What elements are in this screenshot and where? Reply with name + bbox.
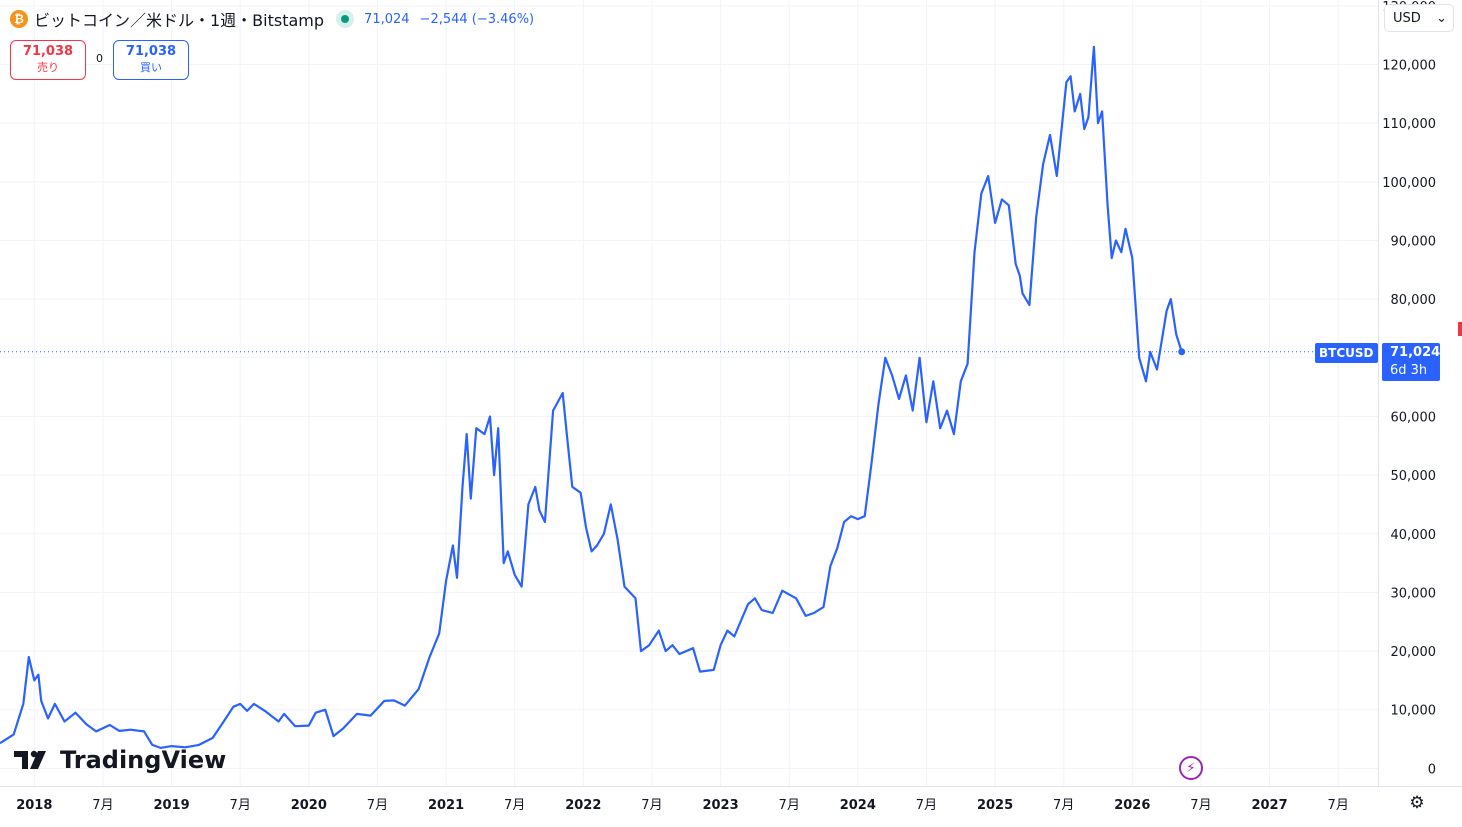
time-axis: 2018 7月 2019 7月 2020 7月 2021 7月 2022 7月 2023 7月 2024… — [16, 798, 1349, 813]
sell-button[interactable]: 71,038 売り — [10, 40, 86, 80]
time-tick-label: 2025 — [977, 798, 1013, 813]
brand-name: TradingView — [60, 746, 227, 774]
time-tick-label: 2024 — [840, 798, 876, 813]
time-tick-label: 2026 — [1114, 798, 1150, 813]
time-tick-label: 7月 — [504, 798, 525, 813]
price-tick-label: 110,000 — [1382, 117, 1436, 132]
price-tick-label: 0 — [1428, 762, 1436, 777]
last-price-badge: 71,024 6d 3h — [1382, 342, 1441, 381]
settings-icon[interactable]: ⚙ — [1409, 793, 1425, 813]
symbol-header: ₿ ビットコイン／米ドル・1週・Bitstamp 71,024 −2,544 (… — [10, 8, 534, 30]
price-tick-label: 20,000 — [1391, 645, 1437, 660]
last-price-value: 71,024 — [364, 11, 410, 27]
buy-button[interactable]: 71,038 買い — [113, 40, 189, 80]
time-tick-label: 2019 — [153, 798, 189, 813]
tradingview-logo[interactable]: TradingView — [14, 746, 226, 774]
spread-value: 0 — [96, 52, 103, 65]
time-tick-label: 7月 — [1053, 798, 1074, 813]
time-tick-label: 7月 — [1190, 798, 1211, 813]
time-tick-label: 2018 — [16, 798, 52, 813]
chart-plot-area[interactable] — [0, 0, 1378, 786]
bar-countdown: 6d 3h — [1390, 362, 1428, 378]
price-change-value: −2,544 (−3.46%) — [419, 11, 535, 27]
tradingview-logo-icon — [14, 750, 46, 769]
price-axis: 130,000120,000110,000100,00090,00080,000… — [1382, 0, 1437, 777]
buy-label: 買い — [140, 61, 162, 74]
time-tick-label: 2027 — [1251, 798, 1287, 813]
price-scale[interactable]: 130,000120,000110,000100,00090,00080,000… — [1378, 0, 1462, 786]
time-tick-label: 7月 — [916, 798, 937, 813]
time-tick-label: 7月 — [92, 798, 113, 813]
time-tick-label: 7月 — [779, 798, 800, 813]
price-tick-label: 120,000 — [1382, 59, 1436, 74]
time-tick-label: 2021 — [428, 798, 464, 813]
price-tick-label: 40,000 — [1391, 528, 1437, 543]
time-scale[interactable]: 2018 7月 2019 7月 2020 7月 2021 7月 2022 7月 2023 7月 2024… — [0, 786, 1462, 822]
price-tick-label: 50,000 — [1391, 469, 1437, 484]
time-tick-label: 7月 — [367, 798, 388, 813]
currency-select[interactable]: USD ⌄ — [1384, 4, 1454, 32]
chevron-down-icon: ⌄ — [1436, 10, 1447, 26]
price-tick-label: 60,000 — [1391, 410, 1437, 425]
last-price-point — [1178, 348, 1186, 356]
price-chart[interactable] — [0, 0, 1378, 786]
time-tick-label: 7月 — [1328, 798, 1349, 813]
market-open-dot-icon[interactable] — [336, 10, 355, 28]
time-tick-label: 2023 — [702, 798, 738, 813]
price-tick-label: 100,000 — [1382, 176, 1436, 191]
time-tick-label: 2020 — [291, 798, 327, 813]
price-tick-label: 30,000 — [1391, 586, 1437, 601]
time-tick-label: 7月 — [641, 798, 662, 813]
last-price-badge-value: 71,024 — [1390, 344, 1441, 360]
sell-price: 71,038 — [22, 44, 74, 59]
price-tick-label: 10,000 — [1391, 704, 1437, 719]
price-series-line[interactable] — [0, 45, 1183, 749]
time-tick-label: 7月 — [230, 798, 251, 813]
price-tick-label: 90,000 — [1391, 234, 1437, 249]
price-tick-label: 80,000 — [1391, 293, 1437, 308]
symbol-price-label: BTCUSD — [1315, 342, 1378, 363]
edge-alert-marker — [1458, 322, 1462, 336]
bitcoin-icon: ₿ — [10, 10, 28, 28]
symbol-title[interactable]: ビットコイン／米ドル・1週・Bitstamp — [34, 11, 325, 30]
buy-price: 71,038 — [125, 44, 177, 59]
sell-label: 売り — [37, 61, 59, 74]
time-tick-label: 2022 — [565, 798, 601, 813]
lightning-icon[interactable]: ⚡ — [1179, 756, 1203, 780]
currency-value: USD — [1393, 10, 1421, 26]
